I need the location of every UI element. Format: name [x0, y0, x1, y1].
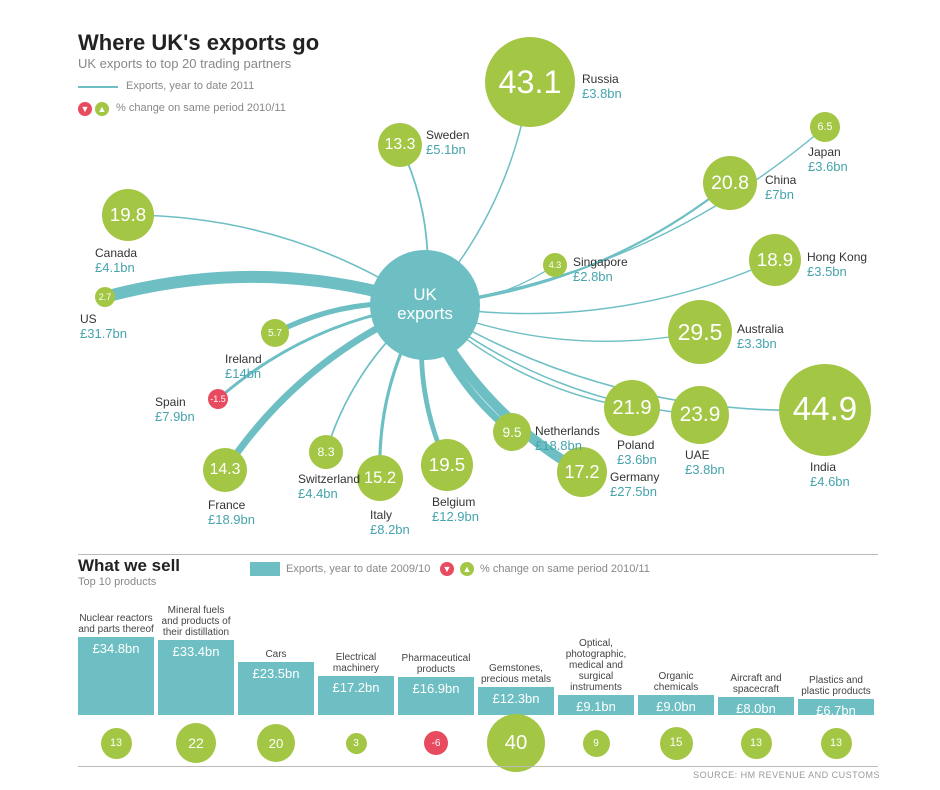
pct-circle: 15.2 — [357, 455, 403, 501]
footer-divider — [78, 766, 878, 767]
bar-item: Plastics and plastic products£6.7bn — [798, 665, 874, 715]
bar-category: Electrical machinery — [318, 642, 394, 676]
pct-bubble: 15 — [660, 727, 693, 760]
bar-rect: £9.1bn — [558, 695, 634, 715]
bar-category: Organic chemicals — [638, 661, 714, 695]
bars-title: What we sell — [78, 556, 180, 576]
pct-circle: 14.3 — [203, 448, 247, 492]
pct-circle: 8.3 — [309, 435, 343, 469]
bar-rect: £8.0bn — [718, 697, 794, 715]
bar-item: Aircraft and spacecraft£8.0bn — [718, 663, 794, 715]
bubble-cell: 13 — [78, 728, 154, 759]
bubble-cell: 9 — [558, 730, 634, 757]
bar-category: Gemstones, precious metals — [478, 653, 554, 687]
bar-rect: £34.8bn — [78, 637, 154, 715]
pct-circle: 4.3 — [543, 253, 567, 277]
infographic-root: Where UK's exports go UK exports to top … — [0, 0, 940, 790]
bars-subtitle: Top 10 products — [78, 576, 156, 588]
bar-row: Nuclear reactors and parts thereof£34.8b… — [78, 603, 874, 715]
pct-circle: 6.5 — [810, 112, 840, 142]
pct-circle: 44.9 — [779, 364, 871, 456]
bar-item: Mineral fuels and products of their dist… — [158, 605, 234, 715]
pct-circle: 9.5 — [493, 413, 531, 451]
center-label: UKexports — [397, 286, 453, 323]
bar-category: Cars — [265, 628, 286, 662]
bar-category: Aircraft and spacecraft — [718, 663, 794, 697]
bar-rect: £23.5bn — [238, 662, 314, 715]
pct-circle: 23.9 — [671, 386, 729, 444]
bar-item: Gemstones, precious metals£12.3bn — [478, 653, 554, 715]
pct-circle: 13.3 — [378, 123, 422, 167]
bar-rect: £33.4bn — [158, 640, 234, 715]
bar-category: Plastics and plastic products — [798, 665, 874, 699]
pct-circle: 19.8 — [102, 189, 154, 241]
bar-category: Nuclear reactors and parts thereof — [78, 603, 154, 637]
bubble-cell: 13 — [718, 728, 794, 759]
pct-circle: 2.7 — [95, 287, 115, 307]
pct-circle: 18.9 — [749, 234, 801, 286]
bars-legend-export: Exports, year to date 2009/10 — [250, 562, 430, 576]
bar-item: Cars£23.5bn — [238, 628, 314, 715]
pct-bubble: 13 — [821, 728, 852, 759]
bar-item: Nuclear reactors and parts thereof£34.8b… — [78, 603, 154, 715]
pct-bubble: 13 — [101, 728, 132, 759]
bar-category: Mineral fuels and products of their dist… — [158, 605, 234, 640]
pct-bubble: 9 — [583, 730, 610, 757]
bubble-cell: 3 — [318, 733, 394, 754]
bubble-cell: 13 — [798, 728, 874, 759]
bar-item: Electrical machinery£17.2bn — [318, 642, 394, 715]
bar-rect: £12.3bn — [478, 687, 554, 715]
pct-circle: 21.9 — [604, 380, 660, 436]
section-divider — [78, 554, 878, 555]
bar-item: Pharmaceutical products£16.9bn — [398, 643, 474, 715]
bar-item: Optical, photographic, medical and surgi… — [558, 638, 634, 715]
pct-circle: -1.5 — [208, 389, 228, 409]
triangle-down-icon: ▼ — [440, 562, 454, 576]
pct-bubble: 3 — [346, 733, 367, 754]
center-node: UKexports — [370, 250, 480, 360]
triangle-up-icon: ▲ — [460, 562, 474, 576]
bubble-cell: -6 — [398, 731, 474, 755]
bars-legend-export-label: Exports, year to date 2009/10 — [286, 563, 430, 575]
pct-circle: 20.8 — [703, 156, 757, 210]
pct-bubble: 22 — [176, 723, 216, 763]
pct-bubble-row: 13 22 20 3 -6 40 9 15 13 13 — [78, 714, 874, 772]
pct-bubble: -6 — [424, 731, 448, 755]
pct-bubble: 20 — [257, 724, 295, 762]
legend-swatch — [250, 562, 280, 576]
bar-rect: £9.0bn — [638, 695, 714, 715]
pct-circle: 17.2 — [557, 447, 607, 497]
bar-item: Organic chemicals£9.0bn — [638, 661, 714, 715]
bubble-cell: 22 — [158, 723, 234, 763]
bar-category: Pharmaceutical products — [398, 643, 474, 677]
bars-legend-change-label: % change on same period 2010/11 — [480, 563, 650, 575]
pct-circle: 43.1 — [485, 37, 575, 127]
bar-rect: £17.2bn — [318, 676, 394, 715]
bubble-cell: 40 — [478, 714, 554, 772]
bar-rect: £6.7bn — [798, 699, 874, 715]
bars-legend-change: ▼ ▲ % change on same period 2010/11 — [440, 562, 650, 576]
pct-circle: 29.5 — [668, 300, 732, 364]
bubble-cell: 20 — [238, 724, 314, 762]
pct-circle: 19.5 — [421, 439, 473, 491]
bar-category: Optical, photographic, medical and surgi… — [558, 638, 634, 695]
pct-bubble: 13 — [741, 728, 772, 759]
pct-circle: 5.7 — [261, 319, 289, 347]
bar-rect: £16.9bn — [398, 677, 474, 715]
source-text: SOURCE: HM REVENUE AND CUSTOMS — [693, 770, 880, 780]
bubble-cell: 15 — [638, 727, 714, 760]
pct-bubble: 40 — [487, 714, 545, 772]
